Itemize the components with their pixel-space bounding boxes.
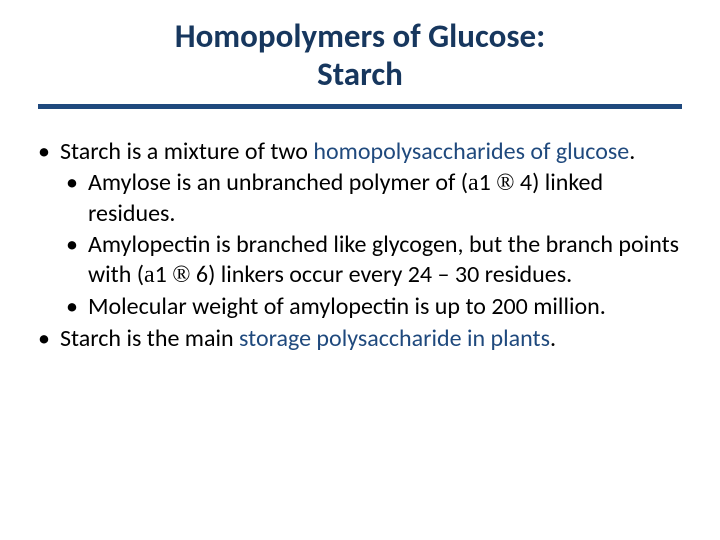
highlight-text: homopolysaccharides of glucose [313, 137, 629, 166]
bullet-list: •Starch is a mixture of two homopolysacc… [38, 137, 682, 354]
bullet-1: •Starch is a mixture of two homopolysacc… [38, 137, 682, 167]
text: 1 [479, 168, 497, 197]
arrow-icon: ® [172, 262, 190, 288]
title-line-2: Starch [317, 54, 403, 94]
bullet-2: •Amylose is an unbranched polymer of (a1… [38, 168, 682, 228]
bullet-icon: • [66, 230, 88, 260]
title-underline [38, 104, 682, 109]
text: 1 [155, 260, 173, 289]
text: Starch is the main [60, 324, 239, 353]
bullet-icon: • [66, 292, 88, 322]
highlight-text: storage polysaccharide in plants [239, 324, 550, 353]
bullet-icon: • [66, 168, 88, 198]
text: Amylose is an unbranched polymer of ( [88, 168, 468, 197]
content: •Starch is a mixture of two homopolysacc… [38, 137, 682, 354]
text: . [629, 137, 635, 166]
bullet-icon: • [38, 324, 60, 354]
title-line-1: Homopolymers of Glucose: [175, 16, 546, 56]
alpha-icon: a [468, 170, 479, 196]
title-block: Homopolymers of Glucose: Starch [38, 18, 682, 94]
bullet-4: •Molecular weight of amylopectin is up t… [38, 292, 682, 322]
slide-title: Homopolymers of Glucose: Starch [38, 18, 682, 94]
bullet-icon: • [38, 137, 60, 167]
text: . [550, 324, 556, 353]
bullet-5: •Starch is the main storage polysacchari… [38, 324, 682, 354]
bullet-3: •Amylopectin is branched like glycogen, … [38, 230, 682, 290]
slide: Homopolymers of Glucose: Starch •Starch … [0, 0, 720, 540]
text: 6) linkers occur every 24 – 30 residues. [191, 260, 573, 289]
text: Molecular weight of amylopectin is up to… [88, 292, 606, 321]
arrow-icon: ® [496, 170, 514, 196]
text: Starch is a mixture of two [60, 137, 313, 166]
alpha-icon: a [144, 262, 155, 288]
